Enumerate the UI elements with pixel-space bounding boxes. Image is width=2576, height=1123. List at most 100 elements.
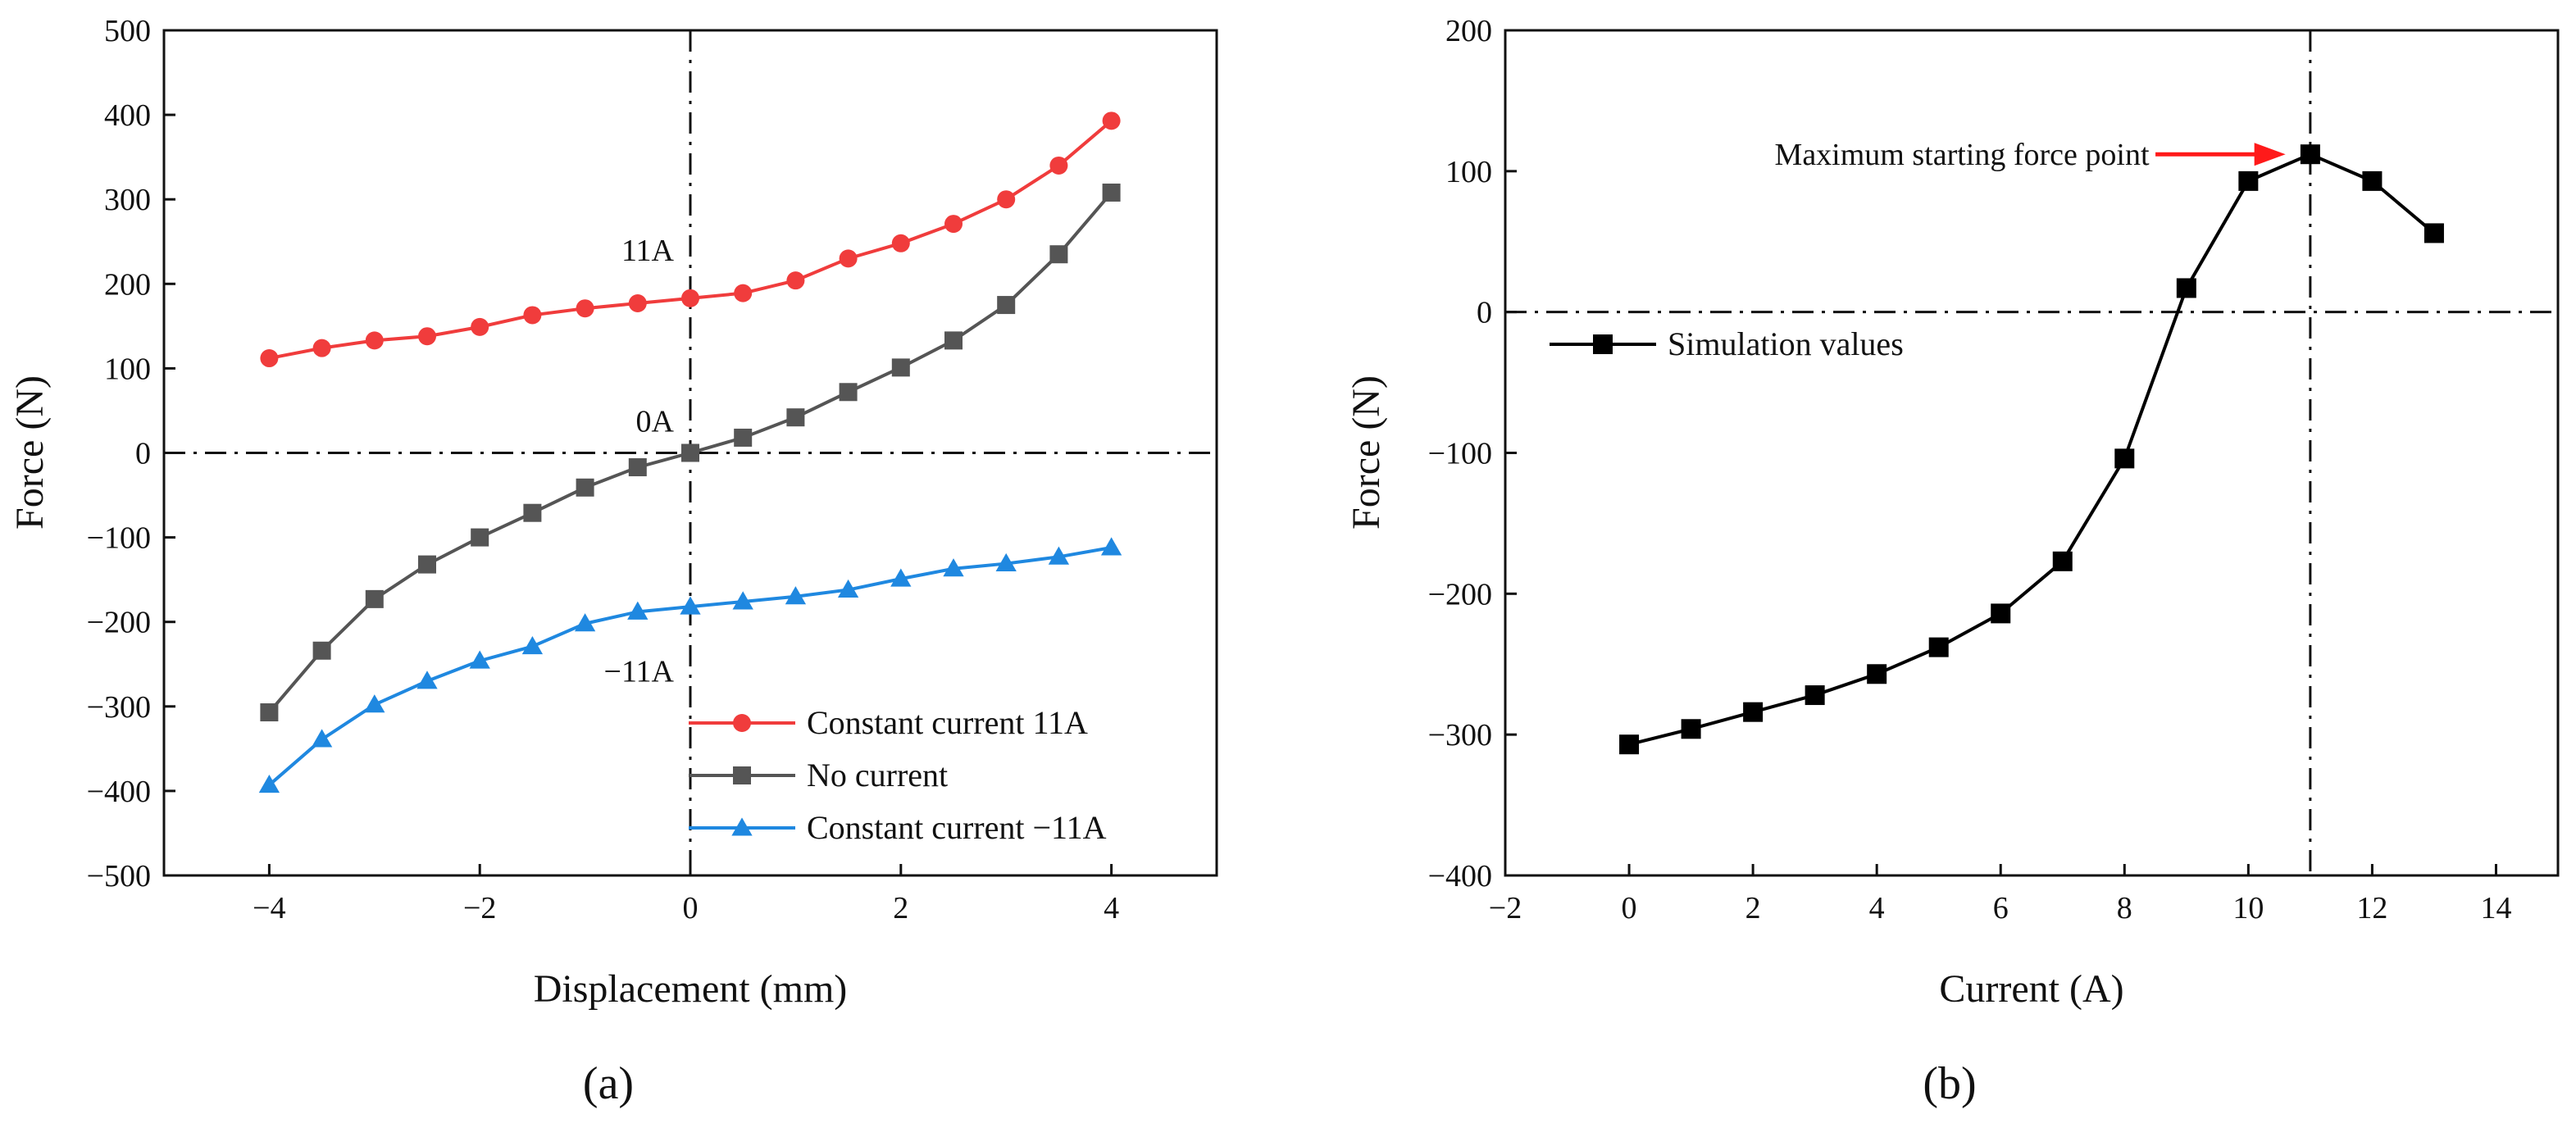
y-tick-label: 200: [104, 267, 151, 302]
data-point: [364, 694, 385, 713]
annotation-arrow-head: [2254, 143, 2286, 166]
data-point: [628, 294, 647, 313]
data-point: [785, 586, 807, 605]
y-tick-label: −500: [87, 859, 151, 893]
y-tick-label: −300: [1428, 718, 1492, 752]
data-point: [1048, 546, 1070, 565]
y-axis-title: Force (N): [1345, 375, 1388, 530]
data-point: [1928, 637, 1949, 657]
y-tick-label: 300: [104, 183, 151, 217]
data-point: [1102, 183, 1121, 202]
data-point: [839, 249, 858, 268]
data-point: [2176, 278, 2196, 298]
legend-swatch-marker: [733, 766, 751, 784]
chart-panel-a: −4 −2 0 2 4 −500 −400 −300 −200 −100 0 100 200 300 400…: [8, 14, 1218, 1109]
panel-label: (a): [583, 1058, 634, 1109]
y-tick-label: −100: [1428, 437, 1492, 471]
x-tick-label: −4: [253, 891, 285, 925]
data-point: [523, 503, 542, 522]
y-tick-label: 400: [104, 98, 151, 133]
data-point: [2362, 170, 2383, 191]
data-point: [312, 339, 331, 357]
data-point: [995, 552, 1017, 572]
legend-label: Constant current −11A: [807, 809, 1107, 846]
data-point: [471, 528, 489, 547]
data-point: [1805, 685, 1825, 706]
x-axis-title: Current (A): [1939, 967, 2123, 1011]
data-point: [576, 478, 594, 497]
x-tick-label: 8: [2117, 891, 2132, 925]
x-tick-label: 10: [2232, 891, 2264, 925]
x-tick-label: 6: [1993, 891, 2009, 925]
data-point: [574, 613, 596, 632]
data-point: [1867, 664, 1887, 684]
data-point: [365, 331, 384, 350]
y-tick-label: −200: [87, 606, 151, 640]
data-point: [839, 383, 858, 402]
y-tick-label: 0: [135, 437, 151, 471]
annotation-label: 0A: [636, 404, 675, 439]
data-point: [1049, 156, 1068, 175]
data-point: [311, 729, 333, 748]
data-point: [521, 635, 544, 655]
data-point: [418, 555, 436, 574]
x-tick-label: 14: [2480, 891, 2511, 925]
data-point: [2052, 551, 2073, 571]
data-point: [1681, 719, 1701, 739]
data-point: [732, 591, 753, 610]
y-tick-label: 100: [1445, 155, 1492, 189]
data-point: [1100, 537, 1122, 556]
y-axis-title: Force (N): [8, 375, 52, 530]
y-tick-label: 500: [104, 14, 151, 48]
chart-panel-b: −2 0 2 4 6 8 10 12 14 −400 −300 −200 −100 0 100 200 Curr…: [1345, 14, 2560, 1109]
data-point: [627, 601, 649, 620]
data-point: [786, 408, 805, 427]
data-point: [734, 428, 753, 447]
x-tick-label: 2: [1745, 891, 1761, 925]
x-tick-label: 12: [2356, 891, 2387, 925]
annotation-label: 11A: [621, 234, 675, 268]
data-point: [2238, 170, 2259, 191]
y-tick-label: 100: [104, 352, 151, 386]
data-point: [258, 775, 280, 793]
data-point: [997, 296, 1016, 315]
annotation-label: −11A: [604, 654, 675, 689]
data-point: [2114, 448, 2135, 469]
data-point: [944, 215, 963, 234]
data-point: [891, 234, 910, 252]
x-tick-label: 0: [1622, 891, 1637, 925]
data-point: [943, 558, 964, 577]
y-tick-label: −100: [87, 521, 151, 556]
x-tick-label: 0: [683, 891, 699, 925]
y-tick-label: −300: [87, 690, 151, 725]
data-point: [680, 596, 701, 615]
y-tick-label: 0: [1477, 296, 1492, 330]
annotation-label: Maximum starting force point: [1775, 138, 2150, 172]
data-point: [260, 349, 279, 368]
data-point: [734, 284, 753, 302]
legend-swatch-marker: [731, 817, 753, 836]
data-point: [2300, 144, 2320, 165]
y-tick-label: −200: [1428, 577, 1492, 612]
data-point: [260, 703, 279, 722]
data-point: [365, 589, 384, 608]
data-point: [2424, 223, 2444, 243]
data-point: [997, 190, 1016, 209]
data-point: [416, 671, 438, 689]
legend-swatch-marker: [733, 714, 751, 732]
x-tick-label: 2: [893, 891, 908, 925]
data-point: [418, 327, 436, 346]
data-point: [469, 650, 490, 669]
data-point: [523, 306, 542, 325]
data-point: [628, 458, 647, 477]
data-point: [1743, 702, 1764, 722]
x-tick-label: 4: [1104, 891, 1119, 925]
legend-swatch-marker: [1593, 334, 1613, 354]
data-point: [1619, 734, 1640, 755]
data-point: [786, 271, 805, 290]
data-point: [890, 568, 912, 587]
y-tick-label: 200: [1445, 14, 1492, 48]
data-point: [576, 299, 594, 318]
x-tick-label: 4: [1869, 891, 1885, 925]
